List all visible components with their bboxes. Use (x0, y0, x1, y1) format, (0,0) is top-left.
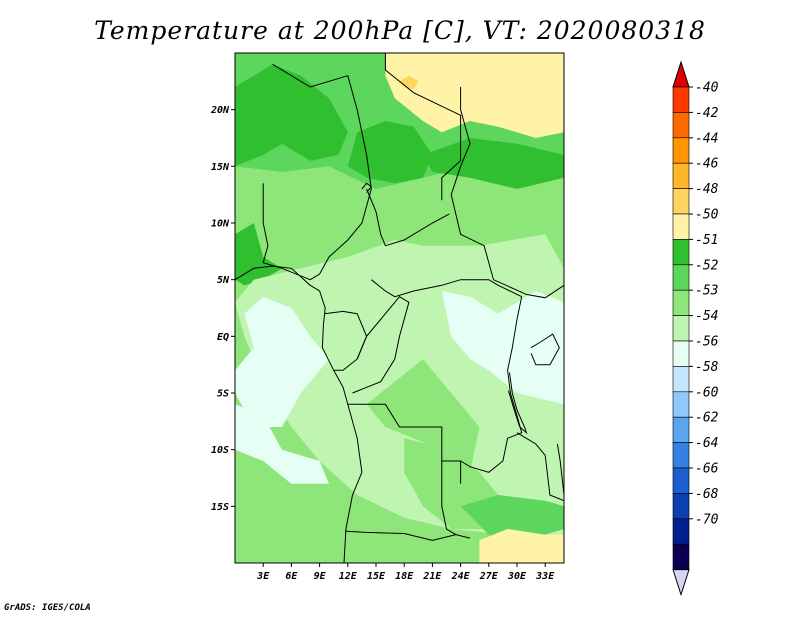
border-zambia-tanzania (516, 432, 565, 502)
colorbar-swatch (672, 366, 690, 393)
patch-m51-northwest (235, 64, 348, 167)
patch-m51-west (235, 223, 282, 286)
y-tick-label: 20N (210, 105, 230, 116)
y-tick-label: 5N (217, 275, 230, 286)
colorbar-label: -50 (695, 208, 719, 223)
colorbar-label: -54 (695, 309, 718, 324)
coast-lake-victoria (530, 333, 560, 366)
y-axis: 20N 15N 10N 5N EQ 5S 10S 15S (210, 105, 235, 513)
patch-m48-sahara (399, 75, 419, 90)
colorbar-label: -70 (695, 512, 719, 527)
colorbar-label: -68 (695, 487, 719, 502)
border-angola-namibia (345, 530, 471, 541)
colorbar-swatch (672, 162, 690, 189)
x-tick-label: 24E (451, 571, 471, 582)
border-gabon (324, 310, 368, 371)
colorbar-swatch (672, 315, 690, 342)
patch-m56-gulf (235, 404, 329, 484)
colorbar-swatch (672, 340, 690, 367)
x-tick-label: 27E (479, 571, 499, 582)
y-tick-label: 15N (211, 162, 230, 173)
coast-gulf-of-guinea (234, 265, 363, 564)
x-tick-label: 21E (422, 571, 442, 582)
colorbar-swatch (672, 213, 690, 240)
colorbar-swatch (672, 518, 690, 545)
colorbar-label: -62 (695, 411, 719, 426)
colorbar-top-arrow (672, 60, 690, 88)
y-tick-label: 15S (211, 502, 229, 513)
x-tick-label: 15E (367, 571, 386, 582)
colorbar-swatch (672, 416, 690, 443)
colorbar-bottom-arrow (672, 569, 690, 597)
coast-lake-tanganyika (508, 372, 528, 435)
colorbar-swatch (672, 112, 690, 139)
x-tick-label: 9E (314, 571, 327, 582)
colorbar-swatch (672, 493, 690, 520)
colorbar-swatch (672, 289, 690, 316)
colorbar-label: -60 (695, 385, 719, 400)
border-nigeria-cameroon (262, 183, 372, 281)
patch-m51-north (347, 121, 433, 184)
y-tick-label: EQ (217, 332, 229, 343)
colorbar: -40 -42 -44 -46 -48 -50 -51 -52 -53 -54 -56 -58 -60 -… (672, 60, 719, 597)
patch-m52-southeast (460, 495, 564, 541)
x-tick-label: 18E (395, 571, 414, 582)
coast-lake-malawi (556, 443, 565, 496)
colorbar-swatch (672, 264, 690, 291)
colorbar-label: -52 (695, 258, 719, 273)
border-congo-drc (352, 296, 410, 394)
x-tick-label: 30E (507, 571, 527, 582)
country-borders (234, 53, 565, 564)
colorbar-swatch (672, 239, 690, 266)
colorbar-swatch (672, 86, 690, 113)
colorbar-label: -64 (695, 436, 718, 451)
colorbar-swatch (672, 137, 690, 164)
colorbar-label: -48 (695, 182, 719, 197)
plot-frame (234, 52, 565, 564)
border-niger-chad (272, 63, 372, 190)
colorbar-label: -40 (695, 81, 719, 96)
grads-credit: GrADS: IGES/COLA (4, 603, 91, 613)
border-chad-car (366, 188, 450, 247)
colorbar-label: -53 (695, 284, 718, 299)
y-tick-label: 5S (217, 389, 229, 400)
patch-m56-eq (235, 296, 329, 427)
border-libya-chad (384, 53, 462, 201)
y-tick-label: 10N (211, 219, 230, 230)
x-tick-label: 33E (535, 571, 555, 582)
border-sudan (450, 87, 565, 299)
border-angola-zambia (441, 461, 457, 536)
patch-m53-central (253, 172, 367, 257)
coast-lake-chad (361, 182, 373, 193)
colorbar-label: -44 (695, 131, 718, 146)
colorbar-label: -42 (695, 106, 719, 121)
colorbar-swatch (672, 543, 690, 570)
border-car-drc (370, 279, 522, 298)
x-tick-label: 12E (339, 571, 358, 582)
patch-m53-interior (366, 359, 480, 473)
x-tick-label: 6E (285, 571, 298, 582)
colorbar-label: -66 (695, 462, 719, 477)
colorbar-label: -51 (695, 233, 718, 248)
patch-m50-southeast (479, 529, 564, 563)
x-axis: 3E 6E 9E 12E 15E 18E 21E 24E 27E 30E 33E (256, 563, 555, 582)
colorbar-label: -46 (695, 157, 719, 172)
chart-title: Temperature at 200hPa [C], VT: 202008031… (94, 16, 706, 45)
y-tick-label: 10S (211, 445, 229, 456)
colorbar-swatch (672, 467, 690, 494)
band-m51-sahel (423, 138, 564, 189)
patch-m50-sahara (385, 53, 564, 138)
colorbar-label: -58 (695, 360, 719, 375)
map-field (235, 53, 564, 563)
colorbar-swatch (672, 188, 690, 215)
x-tick-label: 3E (256, 571, 270, 582)
colorbar-swatch (672, 442, 690, 469)
colorbar-label: -56 (695, 335, 719, 350)
colorbar-swatch (672, 391, 690, 418)
